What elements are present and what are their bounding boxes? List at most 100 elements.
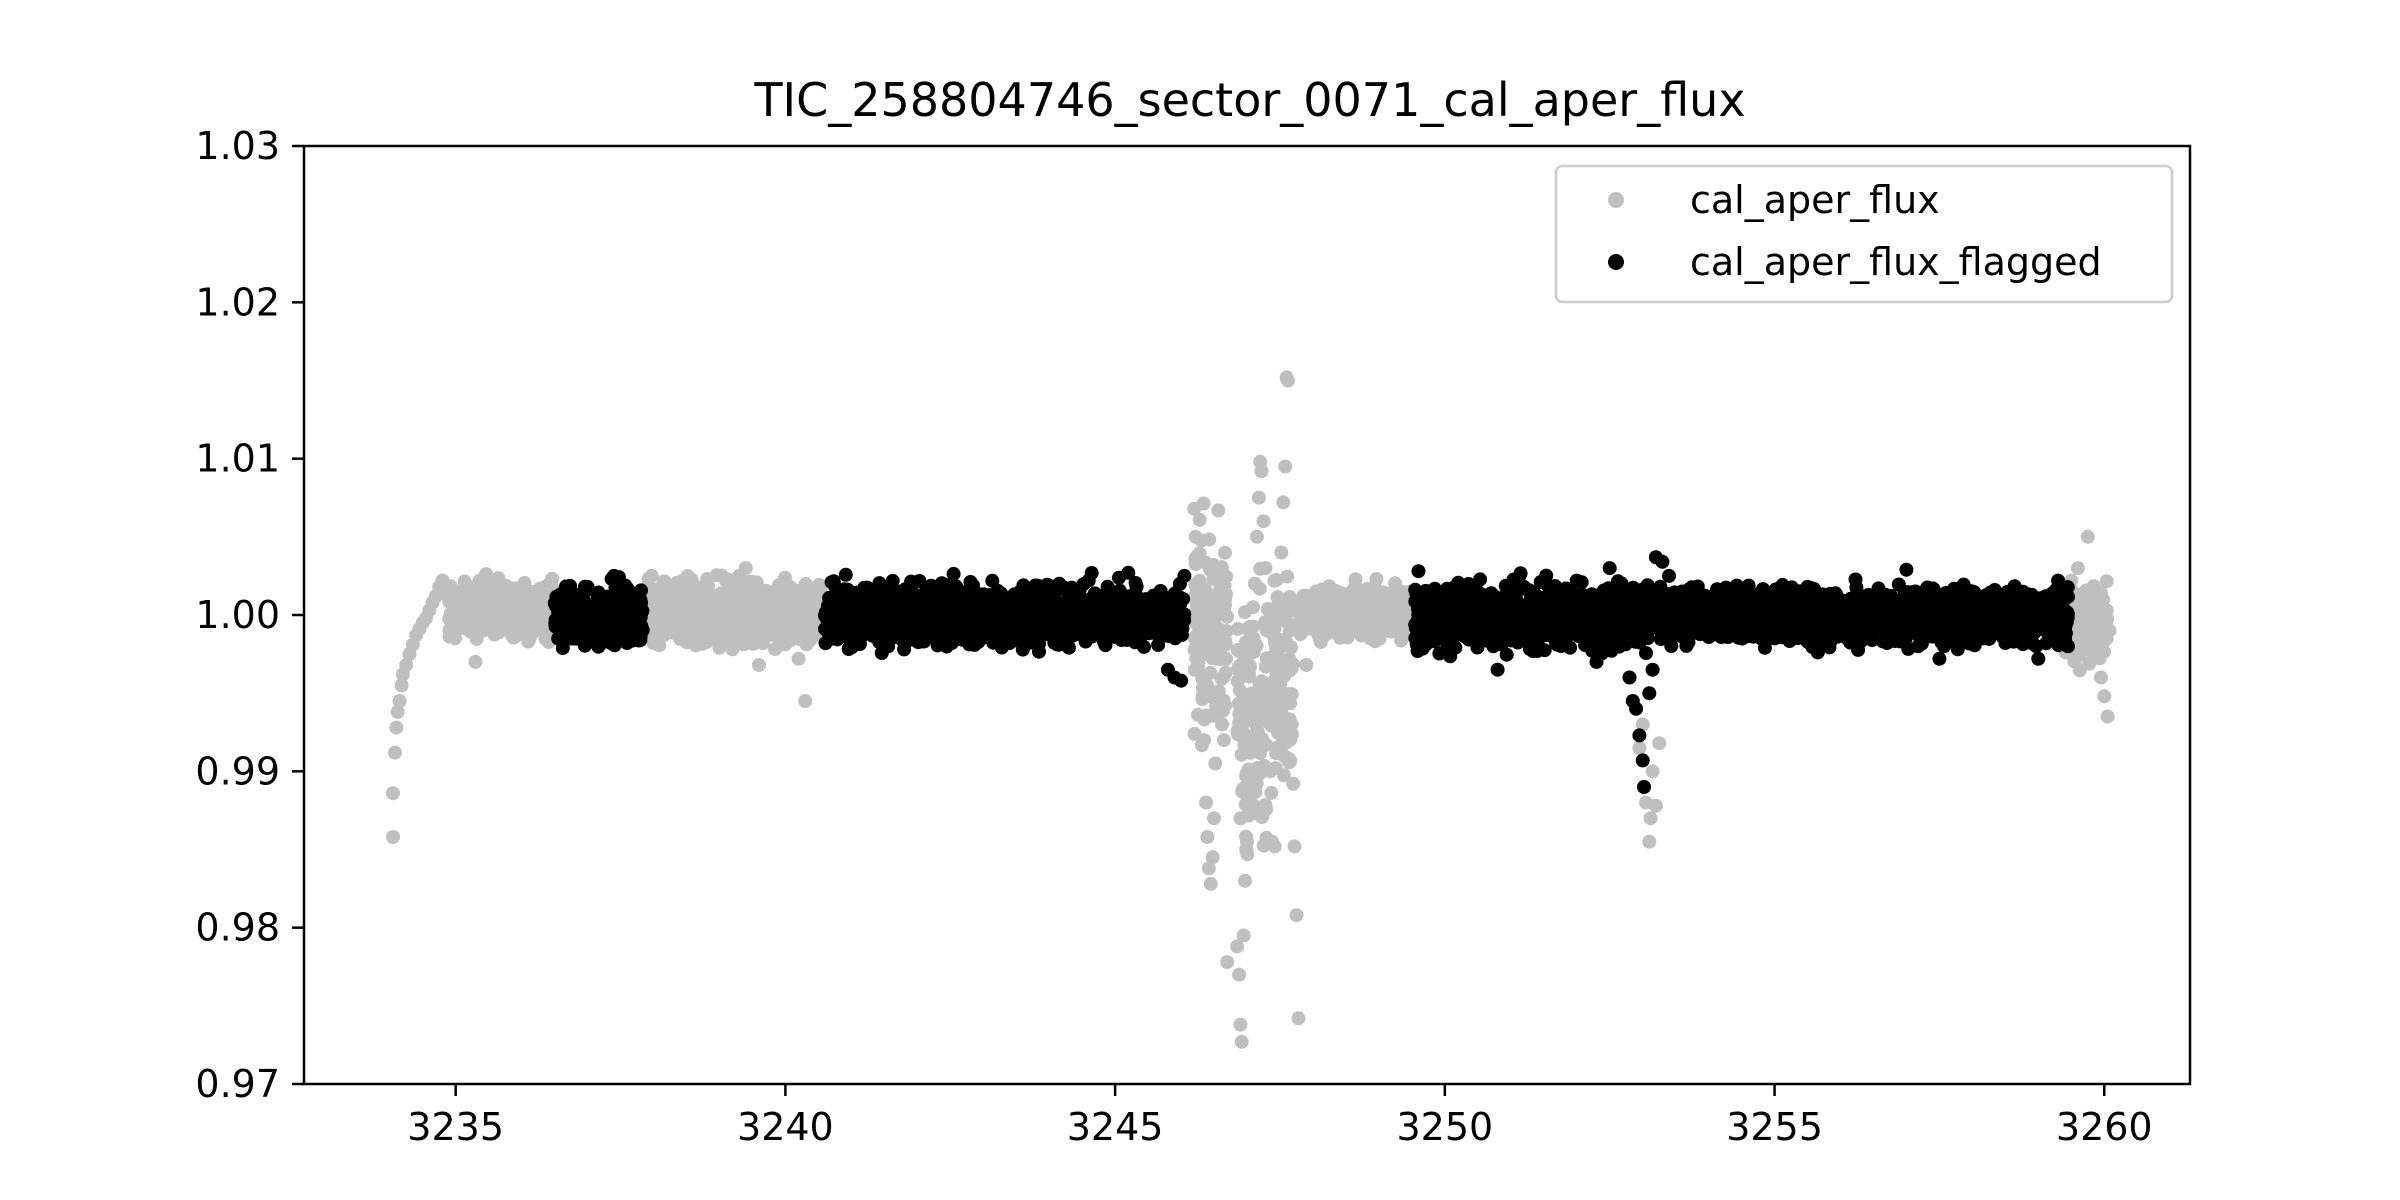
data-point — [521, 634, 536, 649]
data-point — [1078, 634, 1093, 649]
data-point — [479, 567, 494, 582]
data-point — [699, 579, 714, 594]
data-point — [1271, 725, 1286, 740]
data-point — [974, 605, 989, 619]
data-point — [1549, 613, 1564, 628]
data-point — [1557, 599, 1572, 613]
data-point — [527, 589, 542, 604]
data-point — [1486, 639, 1501, 654]
data-point — [1200, 620, 1215, 635]
data-point — [1635, 596, 1650, 611]
data-point — [1017, 631, 1032, 646]
data-point — [461, 590, 476, 605]
data-point — [1076, 619, 1091, 634]
data-point — [1473, 572, 1488, 587]
data-point — [1286, 776, 1301, 791]
data-point — [857, 600, 872, 615]
data-point — [1368, 634, 1383, 649]
data-point — [488, 586, 503, 601]
data-point — [1280, 569, 1295, 584]
data-point — [1276, 495, 1291, 510]
data-point — [910, 606, 925, 621]
data-point — [990, 588, 1005, 602]
data-point — [971, 635, 986, 650]
data-point — [1365, 622, 1380, 637]
data-point — [2074, 600, 2089, 615]
data-point — [1258, 561, 1273, 576]
data-point — [1240, 834, 1254, 849]
data-point — [1457, 583, 1472, 598]
data-point — [1187, 642, 1202, 657]
data-point — [1168, 619, 1183, 634]
data-point — [1632, 740, 1647, 755]
data-point — [2087, 589, 2102, 604]
data-point — [1537, 643, 1552, 658]
data-point — [1193, 631, 1208, 646]
data-point — [1441, 582, 1456, 597]
data-point — [1147, 604, 1162, 619]
series-cal-aper-flux-flagged — [547, 550, 2075, 794]
data-point — [1238, 873, 1252, 888]
data-point — [1371, 586, 1386, 601]
data-point — [886, 607, 901, 622]
data-point — [798, 694, 813, 708]
data-point — [1199, 795, 1214, 810]
data-point — [1296, 604, 1311, 619]
data-point — [1274, 704, 1289, 719]
data-point — [1230, 939, 1245, 954]
data-point — [1278, 459, 1293, 474]
data-point — [1652, 736, 1667, 751]
data-point — [1653, 579, 1668, 594]
data-point — [1218, 665, 1233, 680]
data-point — [1305, 592, 1320, 607]
data-point — [1338, 626, 1353, 641]
data-point — [1319, 584, 1334, 599]
data-point — [666, 595, 681, 610]
data-point — [965, 616, 980, 631]
data-point — [641, 571, 656, 586]
series-cal-aper-flux — [386, 370, 2117, 1049]
data-point — [2070, 632, 2085, 647]
data-point — [494, 604, 509, 619]
data-point — [732, 614, 747, 629]
data-point — [909, 623, 924, 638]
data-point — [1645, 764, 1660, 779]
data-point — [2090, 647, 2105, 662]
data-point — [1249, 529, 1264, 544]
data-point — [1391, 590, 1406, 605]
data-point — [1635, 717, 1650, 732]
data-point — [747, 587, 762, 602]
data-point — [1263, 764, 1278, 779]
data-point — [894, 625, 909, 640]
data-point — [826, 600, 841, 615]
data-point — [1256, 514, 1271, 529]
data-point — [618, 578, 633, 593]
data-point — [1332, 600, 1347, 615]
data-point — [1280, 373, 1295, 388]
data-point — [1216, 733, 1231, 748]
data-point — [1197, 733, 1212, 748]
data-point — [1208, 756, 1223, 771]
data-point — [1212, 575, 1227, 590]
data-point — [778, 631, 793, 646]
data-point — [800, 636, 814, 651]
data-point — [1352, 611, 1367, 626]
data-point — [685, 630, 700, 645]
data-point — [1648, 798, 1663, 813]
data-point — [1211, 503, 1226, 518]
data-point — [1252, 766, 1267, 781]
data-point — [1239, 705, 1254, 720]
data-point — [1269, 740, 1284, 755]
data-point — [1004, 622, 1019, 637]
data-point — [2100, 709, 2115, 724]
data-point — [1068, 608, 1082, 623]
data-point — [1220, 955, 1235, 970]
data-point — [491, 571, 506, 586]
data-point — [1100, 579, 1115, 594]
data-point — [1072, 584, 1086, 599]
data-point — [1468, 622, 1483, 637]
data-point — [752, 621, 767, 636]
data-point — [1243, 740, 1258, 755]
data-point — [388, 745, 402, 760]
data-point — [1195, 692, 1210, 706]
